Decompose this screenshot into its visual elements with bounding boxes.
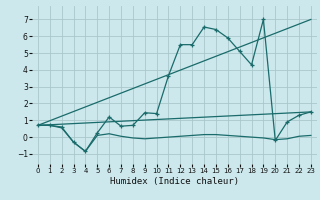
X-axis label: Humidex (Indice chaleur): Humidex (Indice chaleur) <box>110 177 239 186</box>
